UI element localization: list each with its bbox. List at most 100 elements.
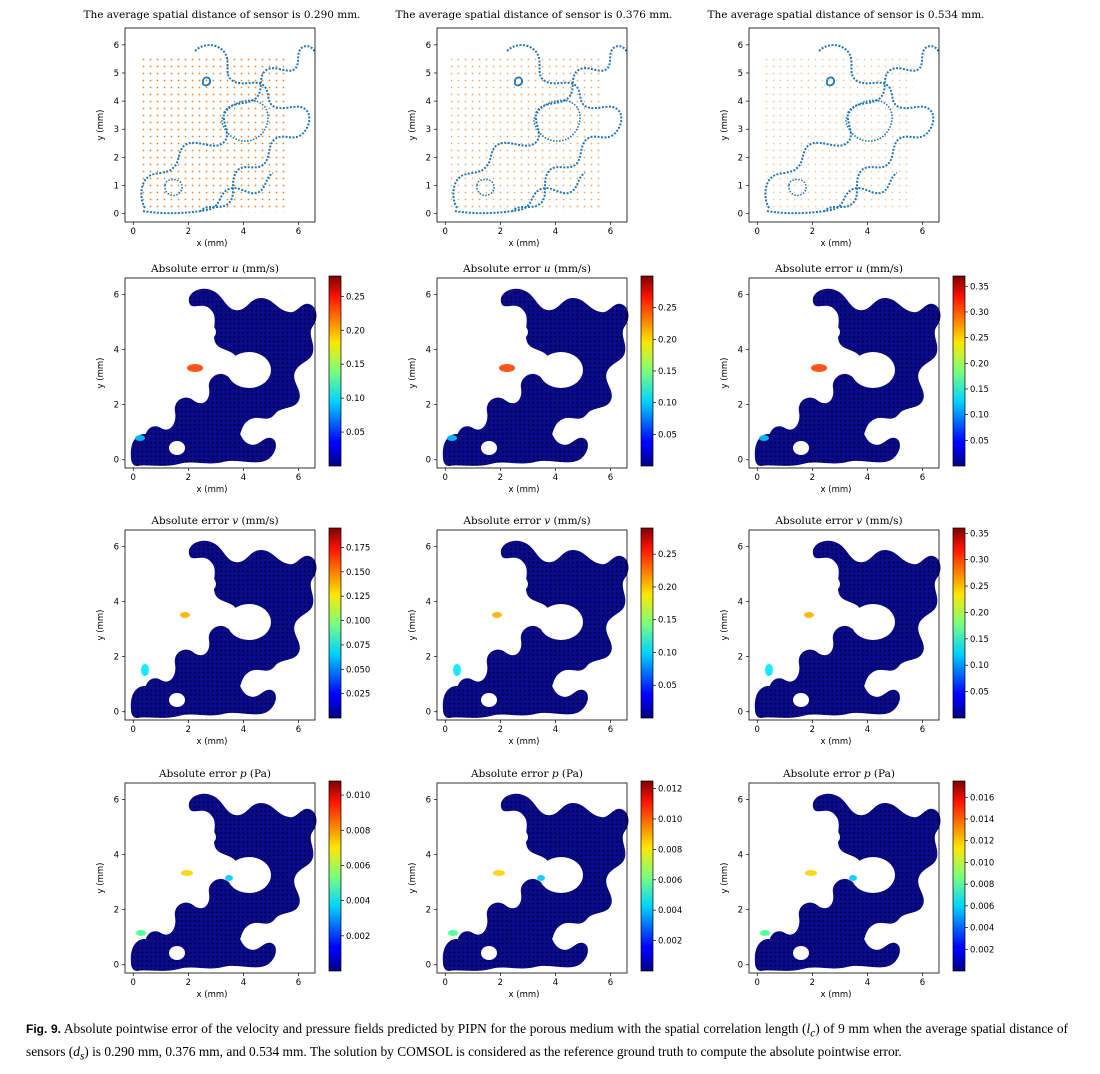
- y-tick-label: 2: [738, 653, 743, 663]
- y-axis-label: y (mm): [720, 358, 730, 389]
- error-map-title: Absolute error u (mm/s): [150, 263, 279, 275]
- y-tick-label: 4: [738, 598, 743, 608]
- x-tick-label: 0: [443, 473, 448, 483]
- y-axis-label: y (mm): [408, 863, 418, 894]
- caption-symbol-d: d: [73, 1043, 80, 1059]
- colorbar-tick-label: 0.008: [658, 845, 682, 855]
- colorbar-tick-label: 0.008: [346, 826, 370, 836]
- x-tick-label: 0: [131, 978, 136, 988]
- y-tick-label: 4: [426, 346, 431, 356]
- x-tick-label: 4: [241, 725, 246, 735]
- y-tick-label: 1: [114, 181, 119, 191]
- colorbar-tick-label: 0.012: [658, 785, 682, 795]
- error-map-title: Absolute error p (Pa): [782, 768, 895, 780]
- colorbar-tick-label: 0.006: [346, 861, 370, 871]
- colorbar-tick-label: 0.10: [658, 399, 677, 409]
- error-field: [442, 540, 629, 718]
- error-map-panel: Absolute error u (mm/s) 0 2 4 6 0 2 4 6 x (mm) y (…: [720, 263, 989, 495]
- y-tick-label: 2: [426, 401, 431, 411]
- y-tick-label: 2: [426, 906, 431, 916]
- colorbar-tick-label: 0.20: [970, 608, 989, 618]
- y-tick-label: 6: [114, 543, 119, 553]
- x-axis-label: x (mm): [197, 737, 228, 747]
- colorbar-tick-label: 0.008: [970, 880, 994, 890]
- y-tick-label: 0: [426, 961, 431, 971]
- y-tick-label: 2: [114, 153, 119, 163]
- y-tick-label: 6: [738, 41, 743, 51]
- y-tick-label: 5: [114, 69, 119, 79]
- y-tick-label: 2: [738, 153, 743, 163]
- colorbar-tick-label: 0.125: [346, 592, 370, 602]
- x-tick-label: 4: [865, 978, 870, 988]
- figure-grid: The average spatial distance of sensor i…: [83, 9, 994, 1000]
- error-map-title: Absolute error u (mm/s): [774, 263, 903, 275]
- x-tick-label: 4: [553, 978, 558, 988]
- colorbar-tick-label: 0.010: [970, 858, 994, 868]
- y-tick-label: 0: [738, 961, 743, 971]
- colorbar-tick-label: 0.05: [658, 430, 677, 440]
- x-tick-label: 4: [241, 978, 246, 988]
- colorbar-tick-label: 0.004: [970, 924, 994, 934]
- x-tick-label: 4: [241, 473, 246, 483]
- y-axis-label: y (mm): [96, 610, 106, 641]
- x-axis-label: x (mm): [821, 485, 852, 495]
- y-tick-label: 6: [738, 796, 743, 806]
- x-tick-label: 6: [608, 227, 613, 237]
- colorbar-tick-label: 0.012: [970, 837, 994, 847]
- x-tick-label: 6: [920, 978, 925, 988]
- y-axis-label: y (mm): [96, 358, 106, 389]
- colorbar-tick-label: 0.100: [346, 617, 370, 627]
- x-tick-label: 0: [755, 725, 760, 735]
- colorbar-tick-label: 0.15: [970, 635, 989, 645]
- y-tick-label: 6: [114, 291, 119, 301]
- error-map-panel: Absolute error p (Pa) 0 2 4 6 0 2 4 6 x (mm) y (mm…: [96, 768, 370, 1000]
- x-tick-label: 4: [865, 227, 870, 237]
- x-tick-label: 4: [553, 227, 558, 237]
- colorbar-tick-label: 0.15: [346, 360, 365, 370]
- y-tick-label: 0: [738, 708, 743, 718]
- y-tick-label: 4: [738, 97, 743, 107]
- sensor-layout-panel: The average spatial distance of sensor i…: [707, 9, 984, 249]
- y-tick-label: 4: [114, 598, 119, 608]
- colorbar-tick-label: 0.25: [658, 550, 677, 560]
- y-tick-label: 0: [426, 210, 431, 220]
- error-map-panel: Absolute error v (mm/s) 0 2 4 6 0 2 4 6 x (mm) y (…: [96, 515, 370, 747]
- y-tick-label: 1: [426, 181, 431, 191]
- y-tick-label: 2: [738, 401, 743, 411]
- colorbar-tick-label: 0.25: [658, 304, 677, 314]
- error-field: [754, 793, 941, 971]
- x-tick-label: 2: [810, 227, 815, 237]
- y-tick-label: 0: [114, 210, 119, 220]
- x-axis-label: x (mm): [509, 990, 540, 1000]
- x-tick-label: 4: [865, 473, 870, 483]
- colorbar: 0.05 0.10 0.15 0.20 0.25: [640, 527, 677, 719]
- colorbar-tick-label: 0.010: [658, 815, 682, 825]
- x-axis-label: x (mm): [197, 239, 228, 249]
- x-tick-label: 0: [443, 978, 448, 988]
- colorbar: 0.05 0.10 0.15 0.20 0.25 0.30 0.35: [952, 527, 989, 719]
- colorbar: 0.05 0.10 0.15 0.20 0.25: [328, 275, 365, 467]
- y-tick-label: 0: [426, 708, 431, 718]
- error-map-panel: Absolute error v (mm/s) 0 2 4 6 0 2 4 6 x (mm) y (…: [408, 515, 677, 747]
- x-tick-label: 6: [608, 725, 613, 735]
- x-tick-label: 2: [498, 725, 503, 735]
- y-tick-label: 5: [426, 69, 431, 79]
- colorbar-tick-label: 0.016: [970, 793, 994, 803]
- x-axis-label: x (mm): [509, 737, 540, 747]
- error-map-panel: Absolute error p (Pa) 0 2 4 6 0 2 4 6 x (mm) y (mm…: [720, 768, 994, 1000]
- x-tick-label: 0: [755, 473, 760, 483]
- x-tick-label: 6: [296, 725, 301, 735]
- y-tick-label: 0: [738, 210, 743, 220]
- colorbar-tick-label: 0.30: [970, 556, 989, 566]
- figure-caption: Fig. 9. Absolute pointwise error of the …: [26, 1020, 1068, 1065]
- sensor-panel-title: The average spatial distance of sensor i…: [83, 9, 360, 21]
- y-axis-label: y (mm): [96, 863, 106, 894]
- x-tick-label: 4: [865, 725, 870, 735]
- colorbar-tick-label: 0.004: [658, 906, 682, 916]
- y-tick-label: 1: [738, 181, 743, 191]
- y-tick-label: 3: [738, 125, 743, 135]
- error-map-title: Absolute error u (mm/s): [462, 263, 591, 275]
- x-tick-label: 2: [186, 725, 191, 735]
- x-axis-label: x (mm): [509, 239, 540, 249]
- error-map-panel: Absolute error u (mm/s) 0 2 4 6 0 2 4 6 x (mm) y (…: [408, 263, 677, 495]
